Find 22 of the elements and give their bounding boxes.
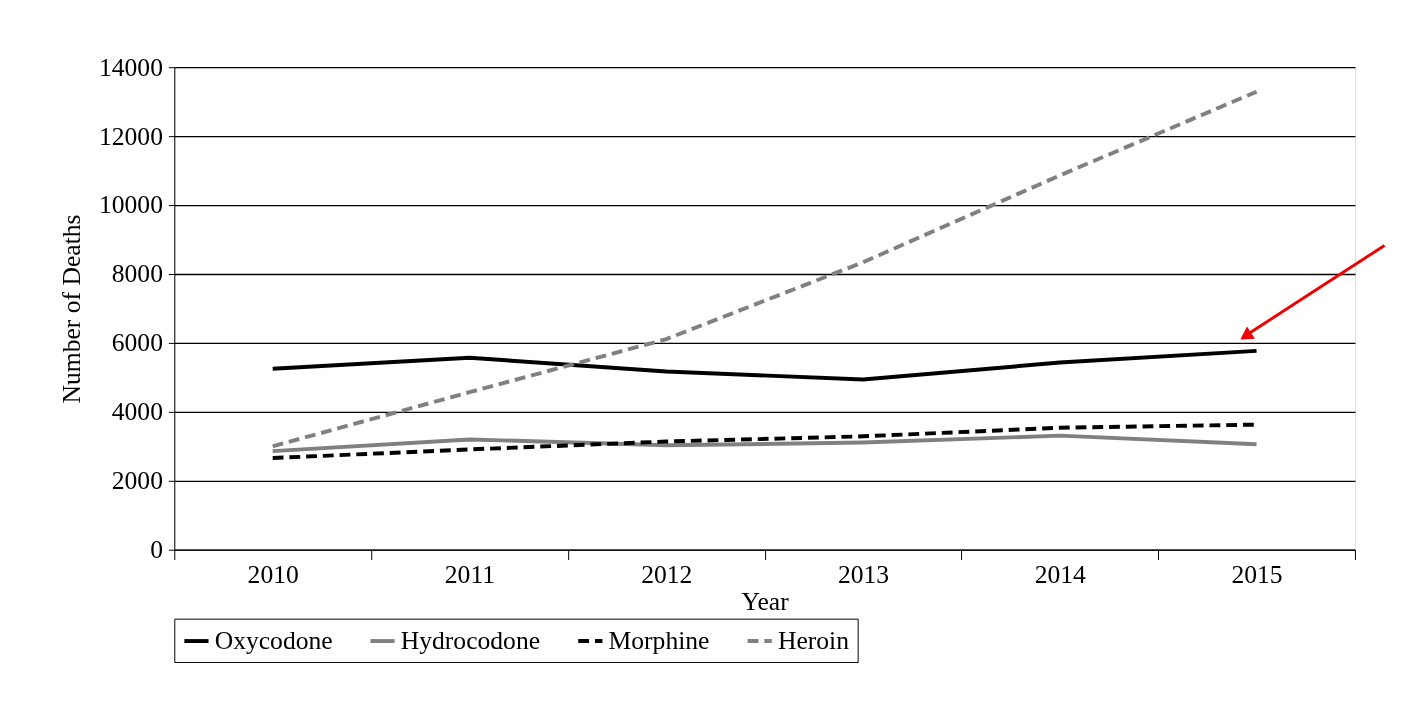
legend-label: Hydrocodone: [400, 625, 541, 655]
line-series: [270, 89, 1259, 449]
legend-label: Oxycodone: [214, 625, 333, 655]
x-tick-label: 2011: [444, 559, 496, 589]
line-series: [270, 348, 1259, 382]
x-tick-label: 2012: [641, 559, 693, 589]
x-tick-label: 2013: [837, 559, 890, 589]
legend-label: Heroin: [777, 625, 850, 655]
y-tick-label: 12000: [98, 121, 163, 151]
x-tick-label: 2015: [1231, 559, 1283, 589]
y-tick-label: 2000: [111, 466, 163, 496]
y-axis-title: Number of Deaths: [57, 214, 87, 404]
y-tick-label: 8000: [111, 259, 163, 289]
x-axis-title: Year: [741, 587, 790, 617]
x-tick-label: 2014: [1034, 559, 1087, 589]
y-tick-label: 6000: [111, 328, 163, 358]
x-tick-label: 2010: [247, 559, 299, 589]
y-tick-label: 14000: [98, 52, 163, 82]
y-tick-label: 10000: [98, 190, 163, 220]
legend-label: Morphine: [608, 625, 710, 655]
y-tick-label: 4000: [111, 397, 163, 427]
y-tick-label: 0: [150, 535, 163, 565]
